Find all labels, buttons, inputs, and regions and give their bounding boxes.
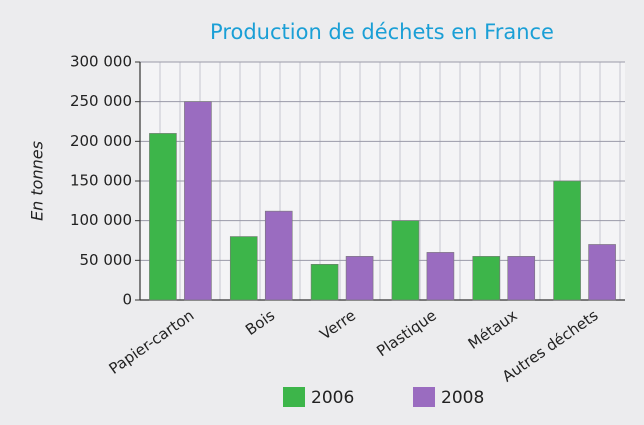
y-tick-label: 300 000 — [70, 53, 132, 71]
chart: Production de déchets en France En tonne… — [0, 0, 644, 425]
y-tick-label: 150 000 — [70, 172, 132, 190]
y-tick-label: 100 000 — [70, 211, 132, 229]
legend-swatch — [413, 387, 435, 407]
bar — [149, 133, 176, 300]
bar — [311, 264, 338, 300]
legend-label: 2008 — [441, 388, 484, 408]
legend-swatch — [283, 387, 305, 407]
legend-label: 2006 — [311, 388, 354, 408]
y-tick-label: 0 — [122, 291, 132, 309]
bar — [392, 221, 419, 300]
y-tick-label: 200 000 — [70, 132, 132, 150]
bar — [473, 256, 500, 300]
y-tick-label: 50 000 — [80, 251, 133, 269]
x-tick-label: Bois — [242, 306, 278, 339]
y-axis-label: En tonnes — [28, 141, 47, 221]
x-tick-label: Métaux — [465, 306, 521, 353]
bar — [265, 211, 292, 300]
bar — [554, 181, 581, 300]
bar — [346, 256, 373, 300]
bar — [508, 256, 535, 300]
chart-title: Production de déchets en France — [210, 20, 554, 44]
bar — [230, 237, 257, 300]
bar — [184, 102, 211, 300]
x-tick-label: Plastique — [373, 306, 439, 360]
x-tick-label: Verre — [316, 306, 359, 343]
bar — [589, 244, 616, 300]
bar — [427, 252, 454, 300]
x-tick-label: Papier-carton — [106, 306, 198, 378]
y-tick-label: 250 000 — [70, 92, 132, 110]
